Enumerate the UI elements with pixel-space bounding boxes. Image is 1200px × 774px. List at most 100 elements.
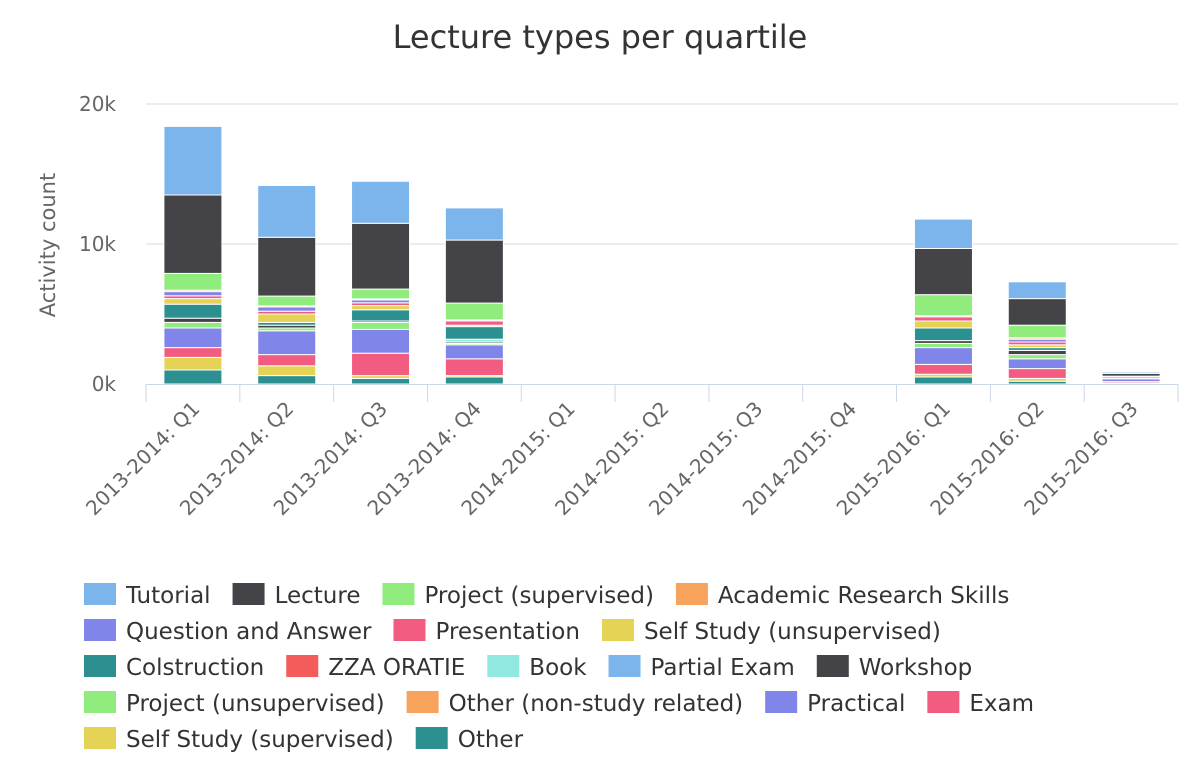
legend-item-question-and-answer[interactable]: Question and Answer — [84, 619, 372, 645]
y-axis-title: Activity count — [36, 173, 60, 317]
bar-segment-practical[interactable] — [444, 344, 504, 360]
legend-swatch — [84, 583, 116, 605]
bar-segment-workshop[interactable] — [1007, 349, 1067, 356]
bar-segment-tutorial[interactable] — [913, 218, 973, 249]
legend-item-exam[interactable]: Exam — [927, 691, 1034, 717]
bar-segment-project-unsupervised[interactable] — [1007, 354, 1067, 360]
bar-segment-colstruction[interactable] — [351, 309, 411, 322]
bar-segment-project-supervised[interactable] — [257, 295, 317, 307]
legend-item-self-study-unsupervised[interactable]: Self Study (unsupervised) — [601, 619, 941, 645]
legend-swatch — [232, 583, 265, 605]
bar-segment-question-and-answer[interactable] — [163, 291, 223, 297]
bar-segment-project-supervised[interactable] — [1007, 324, 1067, 339]
legend-label: Partial Exam — [651, 655, 795, 681]
bar-segment-lecture[interactable] — [1007, 298, 1067, 326]
bar-segment-practical[interactable] — [257, 330, 317, 356]
gridlines — [146, 103, 1178, 245]
bar-segment-tutorial[interactable] — [351, 180, 411, 224]
bar-segment-other[interactable] — [163, 369, 223, 385]
legend-item-academic-research-skills[interactable]: Academic Research Skills — [675, 583, 1009, 609]
bar-segment-colstruction[interactable] — [444, 326, 504, 340]
bar-segment-tutorial[interactable] — [257, 184, 317, 238]
bar-segment-project-unsupervised[interactable] — [913, 342, 973, 349]
legend-item-self-study-supervised[interactable]: Self Study (supervised) — [84, 727, 394, 753]
legend-item-project-supervised[interactable]: Project (supervised) — [382, 583, 654, 609]
legend-label: ZZA ORATIE — [328, 655, 465, 681]
legend-item-lecture[interactable]: Lecture — [232, 583, 361, 609]
bar-segment-lecture[interactable] — [351, 222, 411, 290]
bar-segment-presentation[interactable] — [913, 316, 973, 322]
legend-item-workshop[interactable]: Workshop — [816, 655, 972, 681]
bar-segment-other[interactable] — [351, 377, 411, 385]
bar-segment-other[interactable] — [444, 376, 504, 385]
legend-label: Lecture — [275, 583, 361, 609]
bar-segment-practical[interactable] — [913, 347, 973, 365]
y-tick-label: 10k — [79, 232, 116, 256]
bar-segment-self-study-unsupervised[interactable] — [257, 313, 317, 323]
legend-swatch — [406, 691, 439, 713]
legend-item-colstruction[interactable]: Colstruction — [84, 655, 264, 681]
legend-label: Project (unsupervised) — [126, 691, 385, 717]
legend-item-zza-oratie[interactable]: ZZA ORATIE — [286, 655, 465, 681]
bar-segment-exam[interactable] — [257, 354, 317, 367]
bar-segment-colstruction[interactable] — [913, 327, 973, 342]
legend-label: Tutorial — [125, 583, 211, 609]
bar-segment-tutorial[interactable] — [1101, 371, 1161, 374]
bar-segment-exam[interactable] — [913, 363, 973, 375]
bar-segment-project-supervised[interactable] — [351, 288, 411, 300]
bar-segment-self-study-supervised[interactable] — [163, 356, 223, 371]
legend-label: Workshop — [859, 655, 972, 681]
legend-item-project-unsupervised[interactable]: Project (unsupervised) — [84, 691, 385, 717]
bar-segment-self-study-unsupervised[interactable] — [351, 305, 411, 311]
bar-segment-workshop[interactable] — [163, 317, 223, 323]
bar-segment-self-study-unsupervised[interactable] — [163, 298, 223, 305]
bar-segment-question-and-answer[interactable] — [257, 306, 317, 312]
legend-item-presentation[interactable]: Presentation — [393, 619, 580, 645]
bar-segment-project-unsupervised[interactable] — [163, 321, 223, 329]
bar-segment-self-study-supervised[interactable] — [257, 365, 317, 377]
legend-label: Practical — [807, 691, 905, 717]
bar-segment-lecture[interactable] — [444, 239, 504, 304]
y-tick-label: 20k — [79, 92, 116, 116]
legend-swatch — [927, 691, 960, 713]
legend-label: Colstruction — [126, 655, 264, 681]
legend-label: Other (non-study related) — [449, 691, 744, 717]
bar-segment-practical[interactable] — [163, 327, 223, 349]
bar-segment-lecture[interactable] — [163, 194, 223, 274]
legend-item-other[interactable]: Other — [415, 727, 524, 753]
bar-segment-exam[interactable] — [444, 358, 504, 377]
bar-segment-exam[interactable] — [1007, 368, 1067, 379]
bar-segment-lecture[interactable] — [913, 247, 973, 296]
legend-item-practical[interactable]: Practical — [765, 691, 905, 717]
legend-label: Other — [458, 727, 524, 753]
legend-swatch — [816, 655, 849, 677]
bar-segment-self-study-unsupervised[interactable] — [913, 320, 973, 329]
legend-swatch — [601, 619, 634, 641]
legend-item-other-non-study-related[interactable]: Other (non-study related) — [406, 691, 744, 717]
bar-segment-tutorial[interactable] — [1007, 281, 1067, 300]
y-tick-label: 0k — [92, 372, 117, 396]
bar-segment-exam[interactable] — [163, 347, 223, 358]
bar-segment-project-unsupervised[interactable] — [351, 321, 411, 330]
bar-segment-presentation[interactable] — [444, 320, 504, 326]
legend-label: Project (supervised) — [424, 583, 653, 609]
bar-segment-project-supervised[interactable] — [913, 294, 973, 317]
legend-item-tutorial[interactable]: Tutorial — [84, 583, 211, 609]
legend-item-partial-exam[interactable]: Partial Exam — [608, 655, 795, 681]
bar-segment-other[interactable] — [257, 375, 317, 385]
bar-segment-project-supervised[interactable] — [163, 272, 223, 291]
bar-segment-practical[interactable] — [1007, 358, 1067, 370]
bar-segment-tutorial[interactable] — [163, 125, 223, 196]
legend-item-book[interactable]: Book — [487, 655, 587, 681]
bar-segment-other[interactable] — [913, 376, 973, 385]
bar-segment-exam[interactable] — [351, 352, 411, 377]
legend-label: Question and Answer — [126, 619, 372, 645]
legend-swatch — [675, 583, 708, 605]
bar-segment-colstruction[interactable] — [163, 303, 223, 319]
bar-segment-project-supervised[interactable] — [444, 302, 504, 321]
bar-segment-practical[interactable] — [351, 328, 411, 354]
bar-segment-tutorial[interactable] — [444, 207, 504, 241]
chart-title: Lecture types per quartile — [393, 18, 808, 56]
bar-segment-lecture[interactable] — [257, 236, 317, 297]
